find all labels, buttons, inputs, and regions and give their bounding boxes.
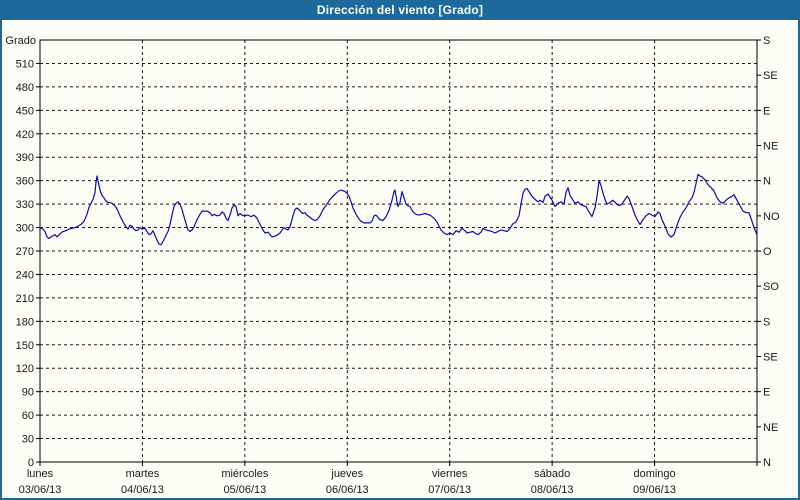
date-label: 09/06/13 — [633, 484, 676, 496]
date-label: 04/06/13 — [121, 484, 164, 496]
day-label: viernes — [432, 468, 468, 480]
compass-label: N — [763, 457, 771, 469]
day-label: martes — [126, 468, 160, 480]
compass-label: NO — [763, 211, 780, 223]
window-title-bar: Dirección del viento [Grado] — [0, 0, 800, 20]
y-tick-label: 330 — [16, 199, 34, 211]
day-label: domingo — [633, 468, 675, 480]
y-tick-label: 450 — [16, 105, 34, 117]
compass-label: S — [763, 316, 770, 328]
day-label: lunes — [27, 468, 54, 480]
y-axis-title: Grado — [5, 35, 36, 47]
day-label: jueves — [330, 468, 363, 480]
compass-label: N — [763, 176, 771, 188]
y-tick-label: 0 — [28, 457, 34, 469]
series-line-wind-direction — [39, 173, 758, 246]
y-tick-label: 510 — [16, 58, 34, 70]
y-tick-label: 150 — [16, 340, 34, 352]
y-tick-label: 480 — [16, 82, 34, 94]
y-tick-label: 90 — [22, 387, 34, 399]
window-title: Dirección del viento [Grado] — [316, 3, 484, 17]
date-label: 06/06/13 — [326, 484, 369, 496]
compass-label: O — [763, 246, 772, 258]
y-tick-label: 390 — [16, 152, 34, 164]
compass-label: NE — [763, 422, 778, 434]
compass-label: NE — [763, 141, 778, 153]
y-tick-label: 360 — [16, 176, 34, 188]
y-tick-label: 30 — [22, 434, 34, 446]
y-tick-label: 240 — [16, 269, 34, 281]
y-tick-label: 60 — [22, 410, 34, 422]
y-tick-label: 210 — [16, 293, 34, 305]
y-tick-label: 180 — [16, 316, 34, 328]
date-label: 03/06/13 — [19, 484, 62, 496]
date-label: 08/06/13 — [531, 484, 574, 496]
y-tick-label: 420 — [16, 129, 34, 141]
compass-label: SO — [763, 281, 779, 293]
plot-frame — [39, 39, 758, 463]
compass-label: SE — [763, 70, 778, 82]
day-label: miércoles — [221, 468, 269, 480]
y-tick-label: 300 — [16, 223, 34, 235]
compass-label: E — [763, 105, 770, 117]
y-tick-label: 270 — [16, 246, 34, 258]
date-label: 07/06/13 — [428, 484, 471, 496]
compass-label: E — [763, 387, 770, 399]
day-label: sábado — [534, 468, 570, 480]
date-label: 05/06/13 — [223, 484, 266, 496]
compass-label: SE — [763, 352, 778, 364]
y-tick-label: 120 — [16, 363, 34, 375]
compass-label: S — [763, 35, 770, 47]
